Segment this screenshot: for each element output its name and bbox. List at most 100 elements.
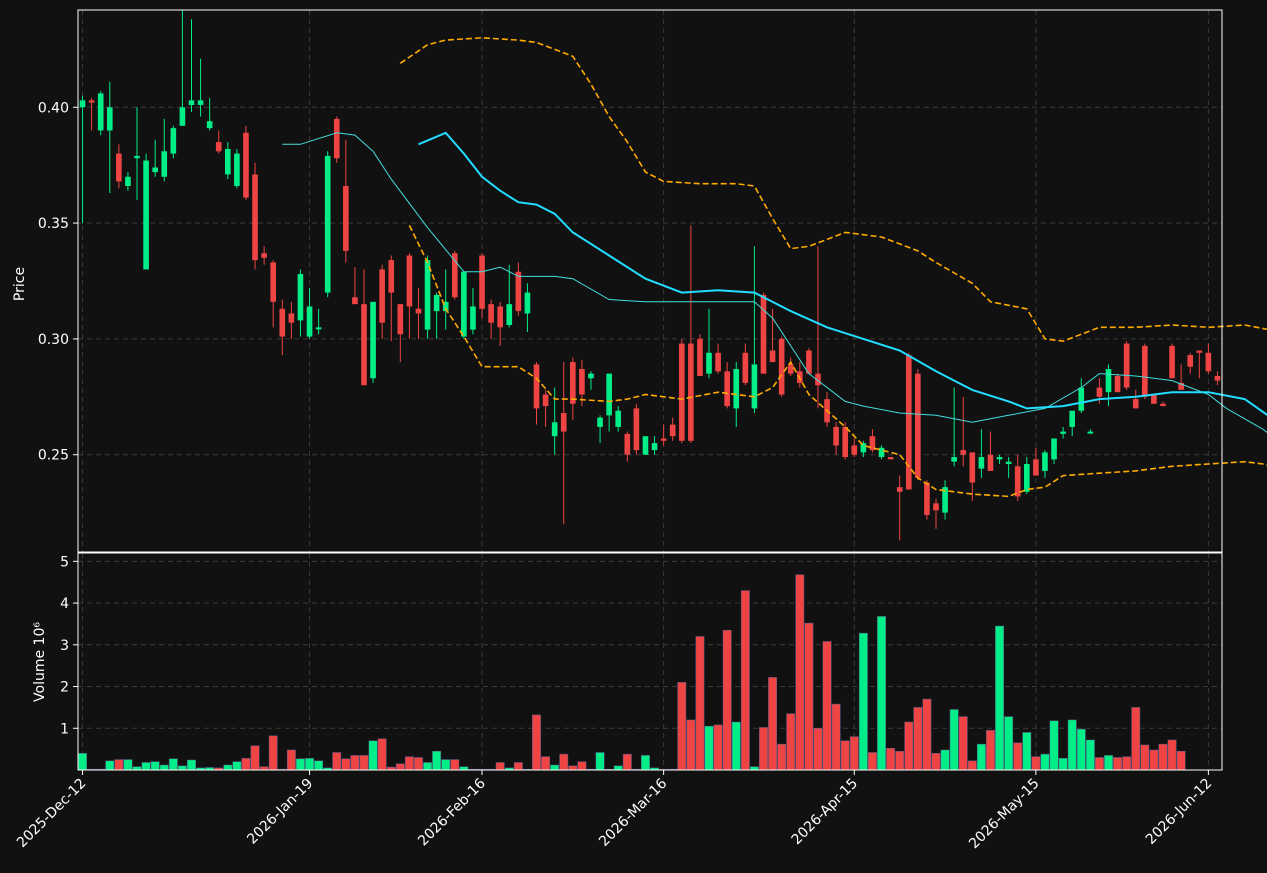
candle-body [306,306,313,337]
candle-body [461,271,467,337]
volume-bar [105,760,115,771]
volume-bar [831,703,841,771]
candle-body [551,422,558,437]
candle-body [388,260,395,293]
volume-bar [350,755,360,771]
price-tick-label: 0.25 [38,448,69,464]
volume-bar [949,709,959,771]
volume-bar [1013,742,1023,771]
candle-body [116,153,122,182]
volume-bar [704,725,714,771]
volume-axis-label: Volume 10⁶ [32,622,48,702]
candle-body [1214,375,1221,381]
price-panel-frame [77,9,1223,553]
volume-bar [114,759,124,771]
volume-bar [259,766,269,771]
candle-body [715,352,721,372]
candle-body [742,352,749,383]
volume-bar [877,616,886,771]
x-axis: 2025-Dec-12 2026-Jan-19 2026-Feb-16 2026-Ma… [14,770,1215,852]
candle-body [424,260,431,330]
volume-bar [613,765,623,771]
candle-body [1069,410,1076,427]
volume-bar [450,759,460,771]
candle-body [869,436,876,451]
candle-body [542,394,549,407]
candle-body [270,262,277,302]
candle-body [297,274,304,321]
volume-tick-label: 5 [60,554,69,570]
price-axis-label: Price [12,267,28,301]
candle-body [397,304,404,335]
volume-tick-label: 2 [60,680,69,696]
candle-body [1105,369,1112,393]
candle-body [969,452,976,483]
candle-body [996,457,1003,460]
volume-bar [404,756,414,771]
volume-bar [432,750,442,771]
candle-body [179,107,186,126]
volume-bar [541,756,551,771]
volume-bar [722,629,732,771]
volume-tick-label: 3 [60,638,69,654]
volume-bar [749,766,759,771]
volume-bar [377,738,387,771]
candle-body [333,118,340,159]
candle-body [170,128,177,154]
volume-panel-frame [77,552,1223,771]
volume-bar [840,740,850,771]
candle-body [1114,375,1121,393]
candle-body [524,292,531,314]
x-tick-label: 2026-Jan-19 [244,776,316,848]
candle-body [88,100,95,103]
candle-body [215,142,222,152]
volume-bar [913,707,923,771]
volume-bar [622,753,632,771]
candle-body [206,121,213,129]
volume-bar [577,761,587,771]
volume-bar [232,761,242,771]
candle-body [134,155,140,159]
candle-body [288,313,295,323]
candle-body [706,352,712,374]
candle-body [97,93,104,131]
candle-body [1151,394,1157,404]
candle-body [324,155,331,293]
volume-bar [1040,753,1050,771]
volume-bar [359,755,369,771]
volume-bar [1067,719,1077,771]
candle-body [560,413,567,432]
volume-bar [731,721,741,771]
x-tick-label: 2026-Jun-12 [1143,776,1215,848]
volume-bar [141,762,151,771]
volume-bar [168,758,178,771]
volume-bar [931,753,941,771]
volume-bar [976,743,986,771]
x-tick-label: 2025-Dec-12 [14,776,89,851]
bollinger-lower-line [408,225,1267,498]
volume-bar [1049,720,1059,771]
candle-body [497,306,504,328]
volume-bar [686,719,696,771]
candle-body [1178,382,1184,390]
candle-body [833,426,839,446]
volume-bar [1085,739,1095,771]
volume-bar [777,743,787,771]
candle-body [315,327,322,330]
volume-bar [268,735,278,771]
volume-bar [187,759,196,771]
candle-body [806,350,812,374]
volume-bar [868,752,877,771]
volume-bar [250,745,260,771]
candle-body [642,436,649,455]
candle-body [978,457,985,469]
volume-bar [1022,732,1032,771]
candle-body [615,410,622,427]
candle-body [515,271,522,312]
candle-body [361,304,367,386]
volume-bar [341,758,351,771]
candle-body [234,153,240,187]
candle-body [651,443,658,451]
candle-body [1096,387,1103,397]
